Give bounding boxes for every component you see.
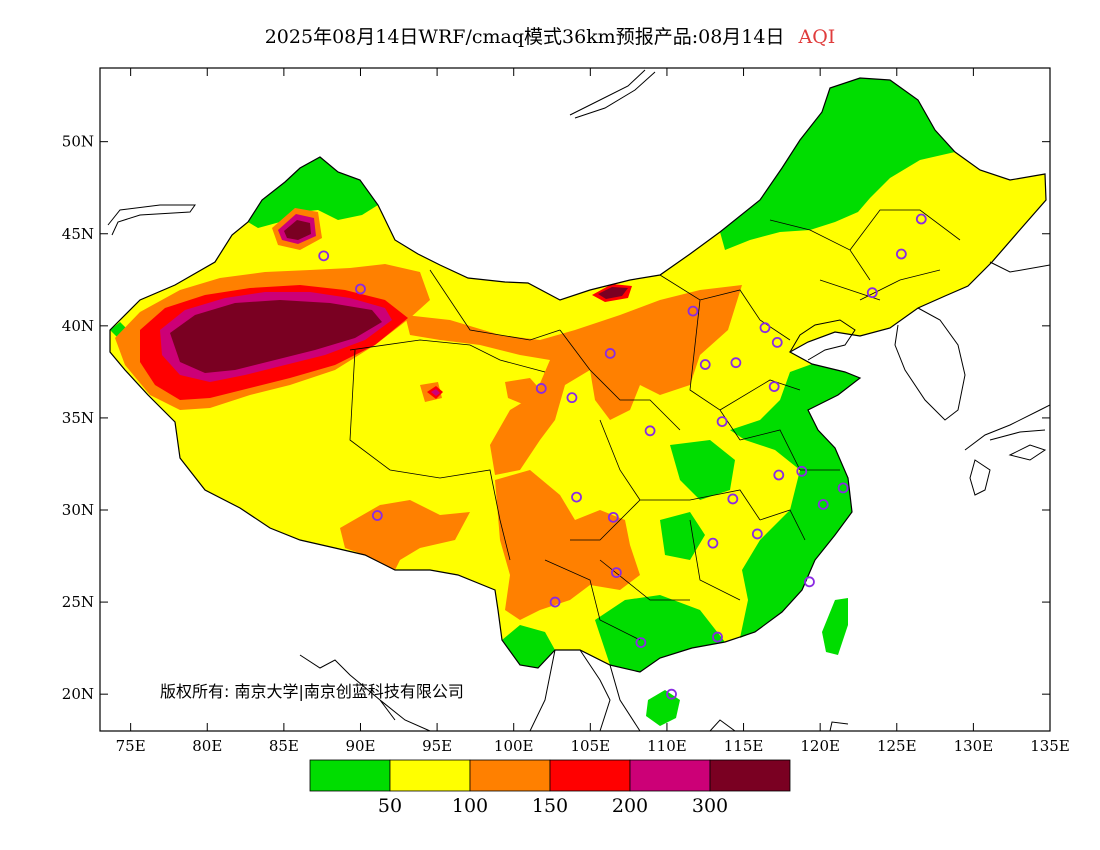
y-tick-label: 45N: [62, 225, 94, 243]
x-tick-label: 80E: [192, 737, 222, 755]
x-axis: 75E 80E 85E 90E 95E 100E 105E 110E 115E 120E 125E 1…: [116, 68, 1070, 755]
station-marker: [607, 511, 619, 523]
aqi-zone-green-central: [670, 440, 735, 500]
x-tick-label: 75E: [116, 737, 146, 755]
station-marker: [635, 637, 647, 648]
legend-swatch: [709, 759, 791, 792]
station-marker: [604, 348, 616, 359]
station-marker: [699, 359, 711, 370]
aqi-zone-green-east: [730, 364, 860, 638]
legend-swatch: [389, 759, 471, 792]
title-product: AQI: [798, 26, 836, 48]
station-marker: [804, 576, 815, 588]
station-marker: [796, 465, 808, 477]
x-tick-label: 90E: [345, 737, 375, 755]
station-marker: [751, 528, 763, 540]
aqi-zone-maroon-tarim: [170, 300, 382, 373]
aqi-zone-orange-qinghai: [505, 378, 545, 405]
aqi-zone-maroon-alxa: [598, 287, 628, 299]
aqi-zone-green-northeast: [720, 78, 955, 250]
x-tick-label: 100E: [494, 737, 534, 755]
legend-swatch: [629, 759, 711, 792]
station-marker: [549, 596, 561, 608]
x-tick-label: 115E: [724, 737, 764, 755]
station-marker: [666, 688, 677, 700]
x-tick-label: 85E: [269, 737, 299, 755]
legend-label: 200: [612, 795, 648, 817]
aqi-zone-green-taiwan: [822, 598, 848, 655]
coastline-india: [299, 654, 431, 731]
x-tick-label: 105E: [571, 737, 611, 755]
station-marker: [895, 248, 907, 260]
aqi-legend: 50 100 150 200 300: [309, 759, 791, 817]
aqi-zone-green-hainan: [646, 690, 680, 726]
station-marker: [566, 392, 578, 404]
title-main: 2025年08月14日WRF/cmaq模式36km预报产品:08月14日: [264, 26, 785, 48]
province-lines: [349, 209, 961, 641]
legend-label: 100: [452, 795, 488, 817]
station-marker: [687, 305, 699, 317]
station-marker: [371, 510, 383, 521]
legend-swatch: [549, 759, 631, 792]
y-tick-label: 20N: [62, 685, 94, 703]
x-tick-label: 125E: [877, 737, 917, 755]
station-marker: [712, 631, 723, 643]
x-tick-label: 95E: [422, 737, 452, 755]
x-tick-label: 110E: [647, 737, 687, 755]
station-marker: [837, 482, 849, 494]
station-marker: [716, 416, 728, 428]
station-marker: [571, 491, 582, 503]
legend-label: 300: [692, 795, 728, 817]
legend-swatch: [469, 759, 551, 792]
legend-label: 50: [378, 795, 402, 817]
y-tick-label: 30N: [62, 501, 94, 519]
legend-swatch: [309, 759, 391, 792]
map-outlines: [107, 69, 1050, 731]
station-marker: [355, 283, 366, 295]
aqi-zone-maroon-turpan: [284, 220, 311, 240]
station-marker: [727, 493, 739, 505]
map-frame: [99, 67, 1051, 732]
station-marker: [773, 469, 785, 481]
aqi-zone-magenta-qaidam: [431, 389, 440, 396]
coastline-southeast-asia: [529, 649, 849, 731]
copyright-text: 版权所有: 南京大学|南京创蓝科技有限公司: [160, 682, 464, 701]
aqi-zone-green-southwest: [502, 625, 555, 668]
station-marker: [759, 322, 771, 334]
aqi-zone-orange-loess: [405, 285, 742, 475]
station-marker: [771, 337, 783, 348]
station-marker: [866, 287, 878, 299]
station-marker: [610, 567, 622, 579]
station-marker: [915, 213, 927, 225]
station-markers: [318, 213, 927, 700]
coastline-kazakhstan: [107, 204, 196, 236]
y-tick-label: 35N: [62, 409, 94, 427]
x-tick-label: 130E: [954, 737, 994, 755]
aqi-zone-green-south: [595, 595, 725, 672]
y-axis: 50N 45N 40N 35N 30N 25N 20N: [62, 133, 1050, 703]
x-tick-label: 120E: [800, 737, 840, 755]
coastline-japan: [964, 404, 1050, 496]
station-marker: [318, 250, 330, 262]
china-border: [109, 77, 1047, 673]
legend-label: 150: [532, 795, 568, 817]
y-tick-label: 40N: [62, 317, 94, 335]
aqi-field: [110, 78, 1046, 726]
coastline-lake-baikal: [569, 69, 656, 119]
y-tick-label: 50N: [62, 133, 94, 151]
station-marker: [768, 381, 780, 393]
aqi-zone-orange-sichuan: [495, 470, 640, 620]
coastline-bohai: [789, 319, 856, 361]
x-tick-label: 135E: [1030, 737, 1070, 755]
station-marker: [817, 499, 829, 510]
aqi-zone-green-guangxi: [660, 512, 705, 560]
y-tick-label: 25N: [62, 593, 94, 611]
station-marker: [644, 425, 656, 437]
station-marker: [730, 357, 742, 369]
station-marker: [535, 383, 547, 394]
coastline-korea: [894, 261, 1050, 421]
station-marker: [707, 537, 719, 549]
map-title: 2025年08月14日WRF/cmaq模式36km预报产品:08月14日 AQI: [0, 22, 1100, 49]
